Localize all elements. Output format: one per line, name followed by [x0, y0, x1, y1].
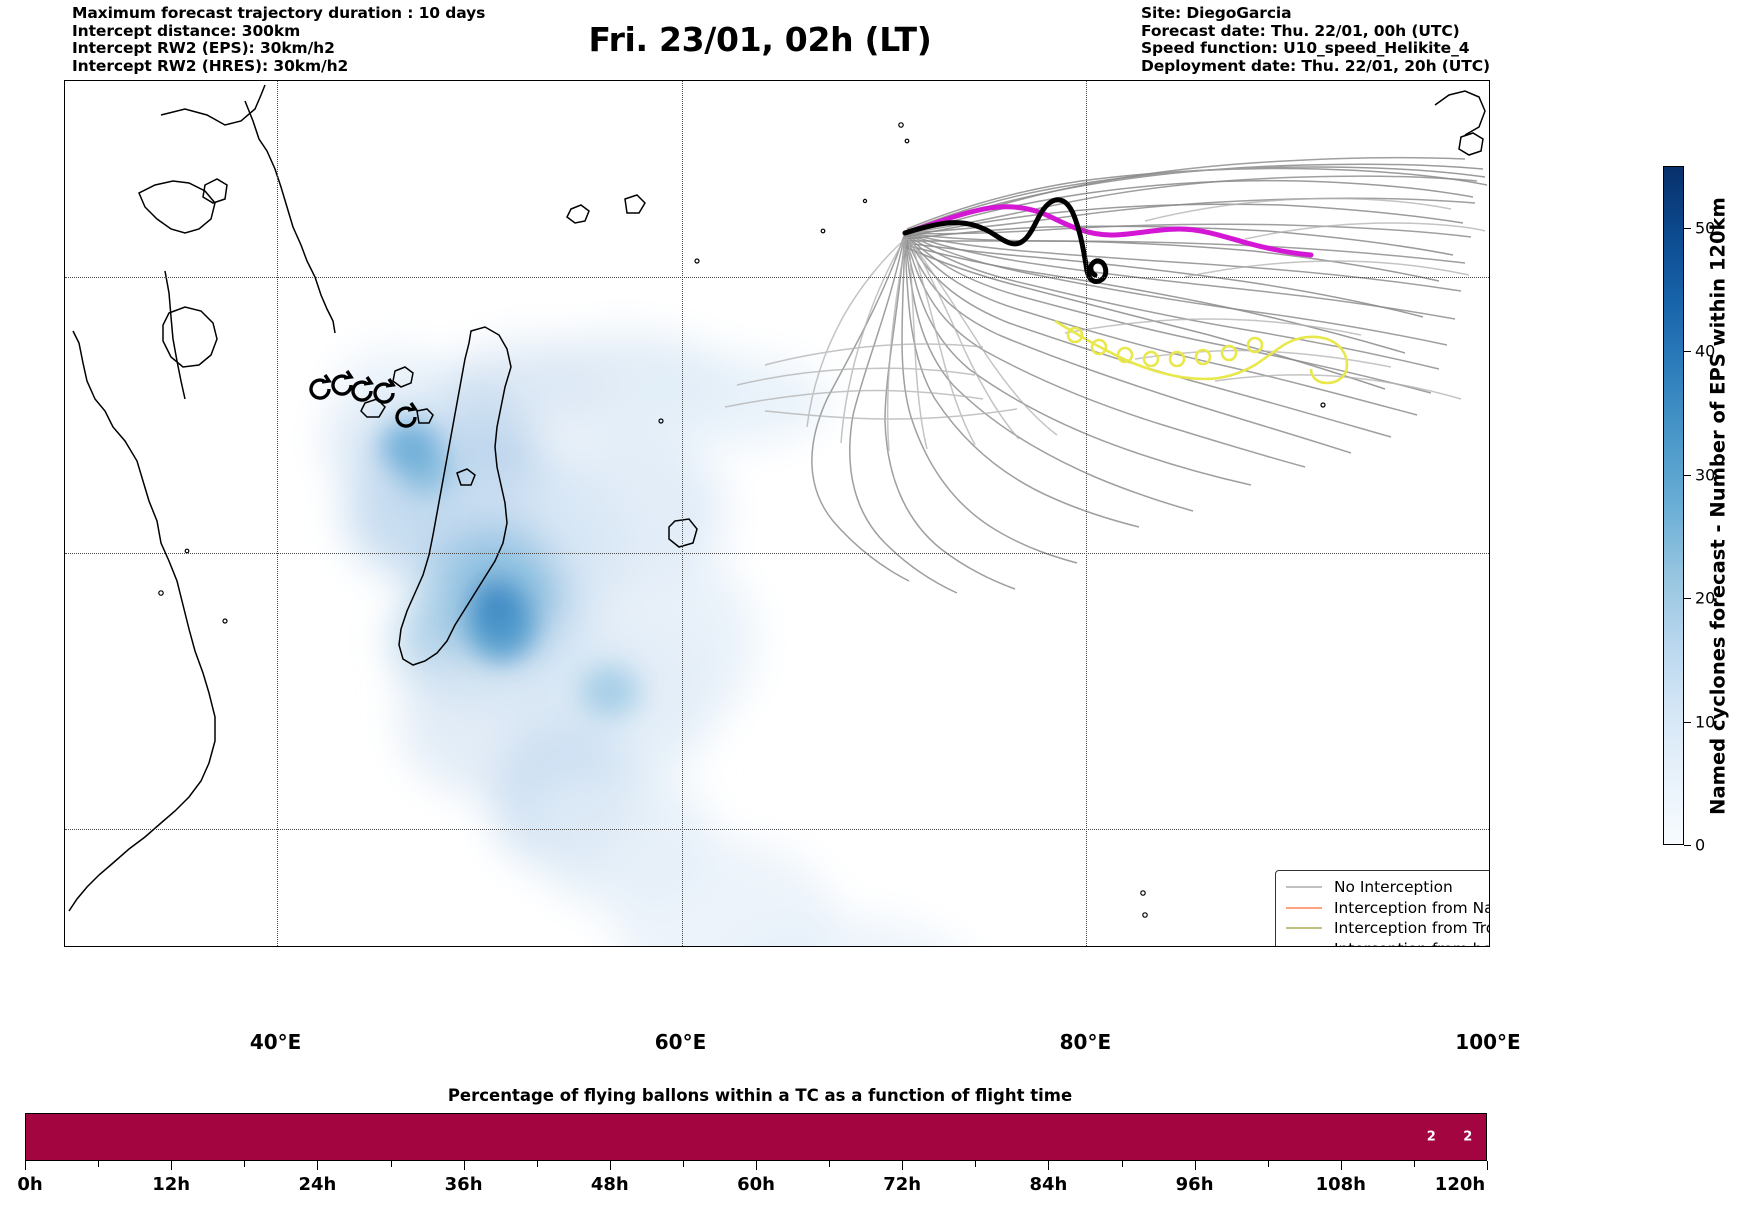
colorbar-tick-label: 0 — [1695, 835, 1706, 855]
legend-item-label: Interception from both — [1334, 940, 1489, 946]
map-gridline-lat — [65, 276, 1489, 278]
percentage-bar-tick — [756, 1161, 757, 1170]
percentage-bar-tick — [1340, 1161, 1342, 1170]
percentage-bar-tick-label: 0h — [17, 1174, 43, 1195]
percentage-bar-value: 2 — [1463, 1129, 1473, 1145]
hres-trajectory — [902, 204, 1314, 258]
percentage-bar-minor-tick — [390, 1161, 392, 1167]
legend-item-label: No Interception — [1334, 878, 1453, 897]
percentage-bar-tick — [463, 1161, 465, 1170]
colorbar-tick — [1684, 598, 1691, 599]
percentage-bar-tick-label: 108h — [1315, 1174, 1366, 1195]
colorbar-tick-label: 40 — [1695, 341, 1716, 361]
colorbar-tick — [1684, 351, 1691, 352]
percentage-bar-tick — [609, 1161, 611, 1170]
header-left-line-3: Intercept RW2 (EPS): 30km/h2 — [72, 39, 335, 58]
legend-item-label: Interception from Trochoid — [1334, 919, 1489, 938]
legend-line-swatch — [1284, 901, 1324, 915]
map-gridline-lat — [65, 829, 1489, 831]
map-gridline-lat — [65, 552, 1489, 554]
colorbar[interactable]: 0 10 20 30 40 50 — [1663, 166, 1715, 855]
map-x-tick-label: 100°E — [1455, 1030, 1521, 1054]
legend-line-swatch — [1284, 880, 1324, 894]
percentage-bar-minor-tick — [829, 1161, 831, 1167]
header-right-line-4: Deployment date: Thu. 22/01, 20h (UTC) — [1140, 56, 1490, 75]
percentage-bar-minor-tick — [1121, 1161, 1123, 1167]
colorbar-tick — [1684, 845, 1691, 846]
percentage-bar-value: 2 — [1426, 1129, 1436, 1145]
percentage-bar-tick — [1048, 1161, 1050, 1170]
header-right-line-1: Site: DiegoGarcia — [1140, 4, 1292, 22]
legend-line-swatch — [1284, 921, 1324, 935]
page-title: Fri. 23/01, 02h (LT) — [588, 20, 932, 59]
cyclone-density-heatmap — [325, 333, 952, 946]
percentage-bar-tick — [25, 1161, 26, 1170]
legend-item-interception-trochoid[interactable]: Interception from Trochoid — [1284, 918, 1489, 939]
percentage-bar-segment — [1413, 1114, 1450, 1160]
colorbar-tick — [1684, 721, 1691, 723]
percentage-bar-tick — [902, 1161, 904, 1170]
colorbar-tick — [1684, 227, 1691, 229]
percentage-bar-tick — [317, 1161, 319, 1170]
map-gridline-lon — [1086, 81, 1088, 946]
percentage-bar-tick-label: 96h — [1175, 1174, 1214, 1195]
map-canvas — [65, 81, 1489, 946]
colorbar-tick-label: 20 — [1695, 588, 1716, 608]
colorbar-axis-title: Named cyclones forecast - Number of EPS … — [1703, 166, 1733, 845]
eps-trajectories — [724, 156, 1488, 594]
header-right-info: Site: DiegoGarcia Forecast date: Thu. 22… — [1140, 4, 1490, 75]
legend-item-interception-both[interactable]: Interception from both — [1284, 939, 1489, 946]
colorbar-tick-label: 10 — [1695, 712, 1716, 731]
percentage-bar-tick — [1194, 1161, 1196, 1170]
legend-line-swatch — [1284, 942, 1324, 946]
percentage-bar-tick-label: 24h — [298, 1174, 337, 1195]
colorbar-tick-label: 30 — [1695, 465, 1716, 484]
map-x-axis-labels: 40°E 60°E 80°E 100°E — [64, 80, 1521, 1054]
percentage-bar-axes[interactable]: 2 2 — [25, 1113, 1487, 1161]
map-gridline-lon — [681, 81, 683, 946]
percentage-bar-tick-label: 12h — [152, 1174, 191, 1195]
percentage-bar-tick-label: 72h — [883, 1174, 922, 1195]
percentage-bar-minor-tick — [1413, 1161, 1415, 1167]
map-x-tick-label: 40°E — [249, 1030, 302, 1054]
header-left-line-2: Intercept distance: 300km — [72, 21, 301, 40]
header-right-line-3: Speed function: U10_speed_Helikite_4 — [1140, 39, 1470, 58]
percentage-bar-title: Percentage of flying ballons within a TC… — [447, 1086, 1073, 1105]
header-left-line-1: Maximum forecast trajectory duration : 1… — [72, 4, 486, 22]
header-left-line-4: Intercept RW2 (HRES): 30km/h2 — [72, 56, 349, 75]
percentage-bar-tick — [171, 1161, 173, 1170]
colorbar-axis-title-text: Named cyclones forecast - Number of EPS … — [1706, 196, 1730, 815]
map-legend: No Interception Interception from Named … — [1275, 870, 1489, 946]
header-right-line-2: Forecast date: Thu. 22/01, 00h (UTC) — [1140, 21, 1460, 40]
colorbar-tick — [1684, 474, 1691, 476]
percentage-bar-minor-tick — [536, 1161, 538, 1167]
percentage-bar-minor-tick — [975, 1161, 977, 1167]
percentage-bar-tick-label: 120h — [1434, 1174, 1486, 1195]
percentage-bar-minor-tick — [1267, 1161, 1269, 1167]
forecast-map[interactable]: No Interception Interception from Named … — [64, 80, 1490, 947]
percentage-bar-tick-label: 36h — [444, 1174, 483, 1195]
percentage-bar-minor-tick — [98, 1161, 100, 1167]
percentage-bar-minor-tick — [244, 1161, 246, 1167]
percentage-bar-minor-tick — [682, 1161, 684, 1167]
percentage-bar-tick-label: 84h — [1029, 1174, 1068, 1195]
analysis-trajectory — [902, 197, 1109, 284]
percentage-bar-segment — [26, 1114, 1413, 1160]
legend-item-interception-named-cyclone[interactable]: Interception from Named cyclone — [1284, 898, 1489, 919]
map-x-tick-label: 80°E — [1059, 1030, 1112, 1054]
map-gridline-lon — [276, 81, 278, 946]
percentage-bar-tick — [1487, 1161, 1488, 1170]
map-x-tick-label: 60°E — [654, 1030, 707, 1054]
tc-observation-markers — [309, 370, 418, 428]
colorbar-tick-label: 50 — [1695, 218, 1716, 237]
trochoid-interception-trajectory — [1054, 319, 1349, 385]
header-left-info: Maximum forecast trajectory duration : 1… — [72, 4, 486, 75]
colorbar-gradient — [1663, 166, 1684, 845]
coastline-layer — [68, 84, 1486, 918]
percentage-bar-segment — [1449, 1114, 1486, 1160]
legend-item-label: Interception from Named cyclone — [1334, 898, 1489, 917]
legend-item-no-interception[interactable]: No Interception — [1284, 877, 1489, 898]
percentage-bar-tick-label: 60h — [737, 1174, 775, 1195]
percentage-bar-tick-label: 48h — [590, 1174, 629, 1195]
